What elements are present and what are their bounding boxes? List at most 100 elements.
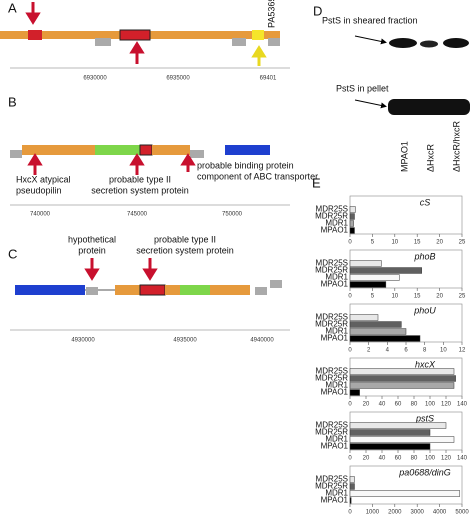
- x-tick-label: 40: [379, 456, 386, 462]
- x-tick-label: 80: [411, 402, 418, 408]
- axis-label: 69401: [260, 76, 277, 82]
- band: [389, 38, 417, 48]
- category-label: MPAO1: [321, 388, 349, 397]
- arrow: [354, 35, 387, 45]
- annotation: secretion system protein: [136, 245, 234, 255]
- panel-a: A PA5369 6930000 6935000 69401: [0, 0, 290, 82]
- x-tick-label: 140: [457, 456, 468, 462]
- bar: [349, 274, 400, 281]
- category-label: MDR25R: [315, 320, 348, 329]
- arrow: [180, 153, 196, 172]
- x-tick-label: 5: [371, 240, 375, 246]
- x-tick-label: 0: [348, 240, 352, 246]
- gene: [165, 285, 180, 295]
- x-tick-label: 15: [414, 294, 421, 300]
- category-label: MDR25R: [315, 428, 348, 437]
- x-tick-label: 12: [459, 348, 466, 354]
- category-label: MDR25S: [316, 313, 348, 322]
- gene: [10, 150, 22, 158]
- band: [388, 99, 470, 115]
- x-tick-label: 25: [459, 240, 466, 246]
- bar: [349, 497, 352, 504]
- bar: [349, 476, 355, 483]
- bar: [349, 281, 387, 288]
- x-tick-label: 60: [395, 456, 402, 462]
- gene: [180, 285, 210, 295]
- bar: [349, 429, 431, 436]
- gene: [22, 145, 95, 155]
- x-tick-label: 15: [414, 240, 421, 246]
- category-label: MPAO1: [321, 442, 349, 451]
- category-label: MDR25R: [315, 212, 348, 221]
- gene: [86, 287, 98, 295]
- arrow: [354, 99, 387, 109]
- panel-c: C hypothetical protein probable type II …: [8, 234, 290, 344]
- category-label: MDR25S: [316, 205, 348, 214]
- arrow: [27, 153, 43, 175]
- gene: [190, 150, 204, 158]
- annotation: pseudopilin: [16, 185, 62, 195]
- annotation: HxcX atypical: [16, 174, 71, 184]
- axis-label: 750000: [222, 212, 243, 218]
- category-label: MDR25S: [316, 475, 348, 484]
- annotation: probable type II: [154, 234, 216, 244]
- axis-label: 6930000: [83, 76, 107, 82]
- gene: [225, 145, 270, 155]
- bar: [349, 368, 455, 375]
- bar: [349, 389, 360, 396]
- category-label: MDR1: [325, 327, 348, 336]
- x-tick-label: 0: [348, 510, 352, 516]
- category-label: MDR1: [325, 489, 348, 498]
- gene: [115, 285, 140, 295]
- arrow: [129, 41, 145, 64]
- x-tick-label: 5000: [455, 510, 469, 516]
- category-label: MDR25S: [316, 259, 348, 268]
- bar: [349, 490, 461, 497]
- x-tick-label: 120: [441, 402, 452, 408]
- annotation: protein: [78, 245, 106, 255]
- arrow: [84, 258, 100, 281]
- chart-title: phoB: [413, 251, 435, 261]
- panel-label: A: [8, 0, 17, 15]
- x-tick-label: 8: [423, 348, 427, 354]
- x-tick-label: 20: [363, 402, 370, 408]
- chart-title: cS: [420, 197, 431, 207]
- category-label: MPAO1: [321, 280, 349, 289]
- gene: [95, 38, 111, 46]
- x-tick-label: 25: [459, 294, 466, 300]
- panel-label: D: [313, 3, 322, 18]
- panel-label: C: [8, 246, 17, 261]
- x-tick-label: 20: [436, 294, 443, 300]
- axis-label: 745000: [127, 212, 148, 218]
- bar: [349, 314, 379, 321]
- panel-label: E: [312, 175, 321, 190]
- annotation: component of ABC transporter: [197, 171, 318, 181]
- panel-d: D PstS in sheared fraction PstS in pelle…: [313, 3, 470, 172]
- band-label: PstS in sheared fraction: [322, 15, 418, 25]
- x-tick-label: 5: [371, 294, 375, 300]
- x-tick-label: 6: [404, 348, 408, 354]
- arrow: [251, 45, 267, 66]
- category-label: MDR1: [325, 219, 348, 228]
- x-tick-label: 0: [348, 294, 352, 300]
- category-label: MDR25R: [315, 374, 348, 383]
- x-tick-label: 4000: [433, 510, 447, 516]
- bar: [349, 375, 456, 382]
- category-label: MDR1: [325, 381, 348, 390]
- chart-title: pstS: [415, 413, 434, 423]
- category-label: MDR25S: [316, 421, 348, 430]
- bar: [349, 328, 407, 335]
- gene: [139, 284, 166, 296]
- annotation: probable type II: [109, 174, 171, 184]
- axis-label: 740000: [30, 212, 51, 218]
- x-tick-label: 100: [425, 402, 436, 408]
- lane-label: ΔHxcR/hxcR: [451, 120, 461, 172]
- x-tick-label: 80: [411, 456, 418, 462]
- bar: [349, 206, 356, 213]
- gene: [119, 29, 151, 41]
- category-label: MDR25R: [315, 482, 348, 491]
- x-tick-label: 1000: [366, 510, 380, 516]
- arrow: [25, 2, 41, 25]
- gene: [95, 145, 140, 155]
